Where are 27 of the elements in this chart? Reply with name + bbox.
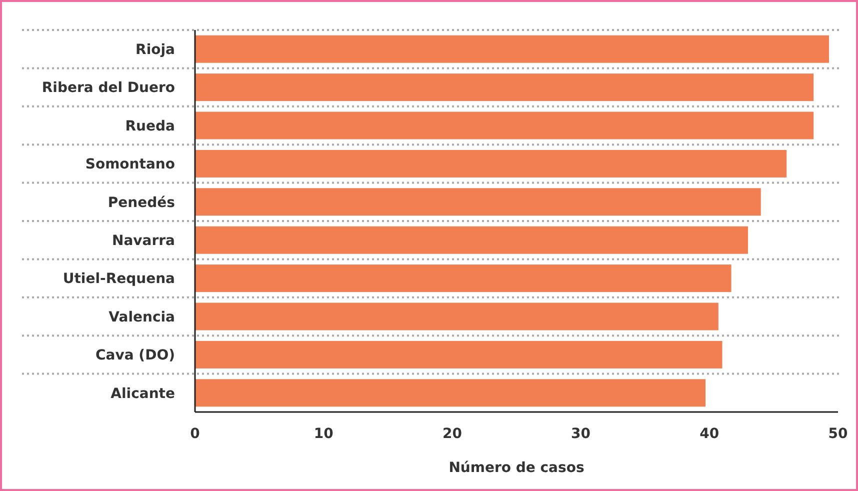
y-tick-label: Alicante (110, 386, 175, 402)
y-tick-label: Cava (DO) (96, 348, 175, 364)
bar (195, 188, 761, 216)
x-tick-label: 50 (828, 426, 848, 442)
bar (195, 379, 706, 407)
y-tick-label: Somontano (85, 156, 176, 173)
y-tick-label: Valencia (108, 309, 175, 326)
bar (195, 35, 829, 63)
bar (195, 302, 718, 330)
x-tick-label: 40 (700, 426, 720, 442)
x-tick-label: 10 (314, 426, 334, 442)
bar (195, 112, 814, 140)
y-tick-label: Penedés (108, 194, 175, 211)
x-axis-title: Número de casos (448, 460, 584, 476)
bar (195, 150, 787, 178)
x-tick-label: 20 (442, 426, 462, 442)
y-tick-label: Ribera del Duero (42, 80, 176, 96)
x-tick-label: 30 (571, 426, 591, 442)
bar (195, 340, 722, 368)
x-tick-label: 0 (190, 426, 200, 442)
y-tick-label: Navarra (112, 233, 175, 249)
y-tick-label: Rueda (125, 118, 175, 134)
bar (195, 74, 814, 102)
bar (195, 264, 732, 292)
y-tick-label: Utiel-Requena (62, 271, 175, 288)
bar (195, 226, 748, 254)
y-tick-label: Rioja (136, 42, 175, 58)
